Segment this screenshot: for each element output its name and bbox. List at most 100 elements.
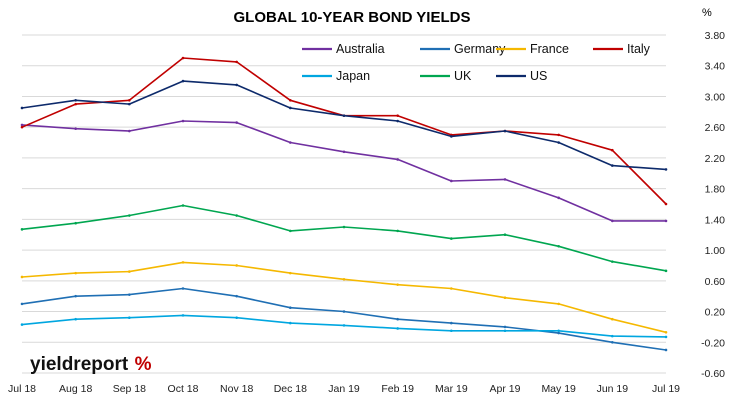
legend-item-italy: Italy [593,42,651,56]
data-point-uk [450,237,453,240]
data-point-japan [450,329,453,333]
data-point-italy [611,148,614,152]
data-point-france [74,271,77,275]
data-point-japan [74,317,77,321]
yieldreport-logo: yieldreport % [30,354,152,375]
data-point-uk [664,269,668,273]
data-point-uk [289,229,292,233]
data-point-france [396,283,399,286]
y-tick-label: 3.80 [705,30,726,42]
data-point-us [396,119,399,123]
data-point-japan [342,324,346,327]
data-point-us [557,141,560,144]
legend-label: Australia [336,42,385,56]
y-tick-label: 3.00 [705,91,726,103]
data-point-us [664,168,668,171]
data-point-france [20,275,24,279]
data-point-japan [289,321,292,325]
legend-item-france: France [496,42,569,56]
data-point-france [503,296,507,300]
legend-item-uk: UK [420,69,472,83]
y-tick-label: 1.40 [705,214,726,226]
data-point-germany [181,287,185,290]
logo-wordmark: yieldreport % [30,354,152,375]
legend: Australia Germany France Italy Japan UK US [302,42,651,83]
data-point-australia [20,123,24,127]
data-point-france [235,264,238,267]
data-point-italy [664,202,668,206]
data-point-us [181,79,185,83]
data-point-germany [235,294,238,298]
data-point-italy [20,125,24,129]
data-point-australia [664,219,668,223]
data-point-uk [557,244,560,248]
data-point-japan [396,327,399,330]
data-point-australia [503,178,507,181]
data-point-australia [289,141,292,144]
legend-label: US [530,69,547,83]
y-tick-label: 1.80 [705,184,726,196]
logo-word: yieldreport [30,354,129,375]
data-point-australia [74,127,77,131]
data-point-australia [235,121,238,124]
x-tick-label: Dec 18 [274,383,307,395]
y-tick-label: -0.20 [701,337,725,349]
legend-label: UK [454,69,472,83]
x-tick-label: Feb 19 [381,383,414,395]
data-point-us [128,102,131,106]
data-point-us [503,129,507,133]
data-point-italy [557,133,560,137]
data-point-germany [74,294,77,298]
data-point-japan [557,329,560,333]
data-point-germany [342,310,346,313]
series-layer [20,56,668,352]
y-tick-label: 0.60 [705,276,726,288]
data-point-japan [611,334,614,338]
series-line-australia [21,120,667,222]
x-tick-label: May 19 [541,383,576,395]
logo-percent-symbol: % [135,354,152,375]
data-point-australia [557,196,560,200]
data-point-us [20,106,24,110]
data-point-uk [342,225,346,229]
data-point-japan [664,335,668,339]
data-point-france [289,271,292,275]
legend-label: Germany [454,42,506,56]
data-point-japan [235,316,238,319]
grid-layer [22,34,666,374]
data-point-uk [503,233,507,237]
data-point-japan [503,329,507,333]
data-point-us [289,106,292,110]
y-tick-label: 2.20 [705,153,726,165]
data-point-australia [342,150,346,154]
data-point-us [235,83,238,87]
x-tick-label: Jul 18 [8,383,36,395]
data-point-germany [396,317,399,321]
x-tick-label: Apr 19 [490,383,521,395]
data-point-australia [450,179,453,183]
series-line-uk [21,204,667,272]
x-axis-tick-labels: Jul 18 Aug 18 Sep 18 Oct 18 Nov 18 Dec 18 Jan … [8,383,680,395]
data-point-us [450,135,453,138]
data-point-germany [611,340,614,344]
x-tick-label: Mar 19 [435,383,468,395]
data-point-australia [396,158,399,161]
data-point-uk [74,221,77,225]
data-point-us [74,98,77,102]
data-point-germany [20,302,24,306]
data-point-germany [664,348,668,352]
x-tick-label: Jun 19 [597,383,629,395]
data-point-italy [396,114,399,117]
legend-label: Italy [627,42,651,56]
y-tick-label: 3.40 [705,61,726,73]
data-point-france [611,317,614,321]
data-point-uk [181,204,185,207]
data-point-france [664,330,668,334]
data-point-france [557,302,560,306]
data-point-germany [503,325,507,329]
data-point-australia [181,119,185,123]
x-tick-label: Sep 18 [113,383,146,395]
data-point-uk [128,214,131,217]
series-line-france [21,261,667,334]
